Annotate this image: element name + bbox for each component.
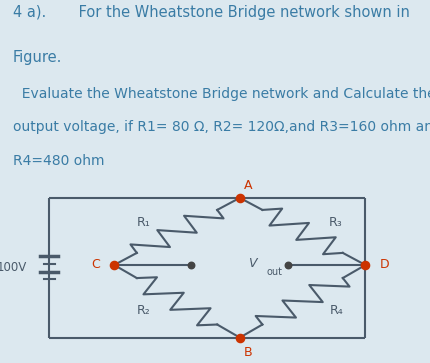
Text: R4=480 ohm: R4=480 ohm <box>13 154 104 168</box>
Text: 4 a).       For the Wheatstone Bridge network shown in: 4 a). For the Wheatstone Bridge network … <box>13 5 409 20</box>
Text: R₄: R₄ <box>329 304 342 317</box>
Text: B: B <box>243 346 252 359</box>
Point <box>361 262 368 268</box>
Point <box>111 262 117 268</box>
Text: C: C <box>91 258 100 272</box>
Text: out: out <box>265 267 282 277</box>
Text: output voltage, if R1= 80 Ω, R2= 120Ω,and R3=160 ohm and: output voltage, if R1= 80 Ω, R2= 120Ω,an… <box>13 120 430 134</box>
Point <box>187 262 194 268</box>
Text: R₃: R₃ <box>328 216 341 229</box>
Point <box>284 262 291 268</box>
Text: Evaluate the Wheatstone Bridge network and Calculate the: Evaluate the Wheatstone Bridge network a… <box>13 87 430 101</box>
Text: A: A <box>243 179 252 192</box>
Text: V: V <box>247 257 256 270</box>
Text: 100V: 100V <box>0 261 27 274</box>
Point <box>236 335 243 340</box>
Text: D: D <box>379 258 388 272</box>
Text: R₂: R₂ <box>136 304 150 317</box>
Text: R₁: R₁ <box>137 216 150 229</box>
Text: Figure.: Figure. <box>13 50 62 65</box>
Point <box>236 195 243 201</box>
